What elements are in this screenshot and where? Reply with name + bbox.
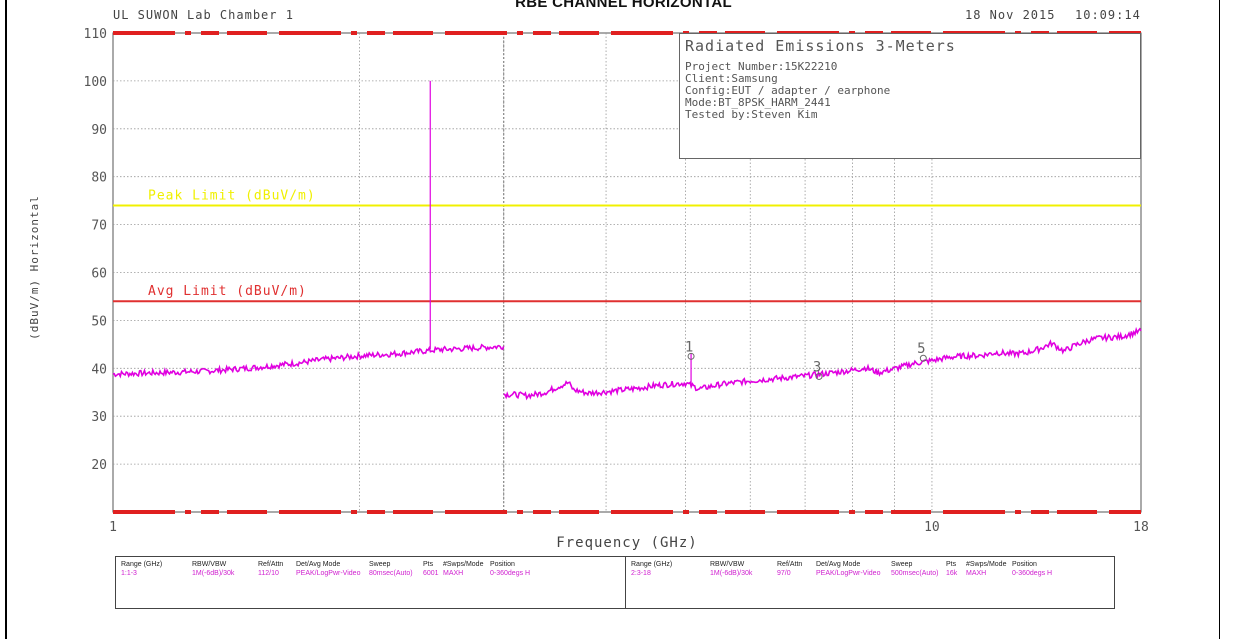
val-det: PEAK/LogPwr-Video bbox=[296, 570, 361, 577]
y-tick-label: 100 bbox=[84, 75, 107, 90]
marker-point bbox=[687, 352, 695, 360]
settings-row-2: Range (GHz) 2:3-18 RBW/VBW 1M(-6dB)/30k Re… bbox=[626, 557, 1116, 608]
val-ref: 97/0 bbox=[777, 570, 791, 577]
page-title: RBE CHANNEL HORIZONTAL bbox=[515, 0, 732, 11]
y-tick-label: 30 bbox=[91, 410, 107, 425]
val-rbw: 1M(-6dB)/30k bbox=[710, 570, 753, 577]
tested-by: Tested by:Steven Kim bbox=[685, 108, 818, 121]
page-border-left bbox=[5, 0, 7, 639]
emission-trace bbox=[112, 343, 505, 379]
lab-name: UL SUWON Lab Chamber 1 bbox=[113, 8, 294, 22]
val-swps: MAXH bbox=[443, 570, 464, 577]
y-tick-label: 40 bbox=[91, 362, 107, 377]
val-det: PEAK/LogPwr-Video bbox=[816, 570, 881, 577]
test-time: 10:09:14 bbox=[1075, 8, 1141, 22]
y-tick-label: 110 bbox=[84, 27, 107, 42]
val-rbw: 1M(-6dB)/30k bbox=[192, 570, 235, 577]
hdr-ref: Ref/Attn bbox=[777, 561, 803, 568]
info-box-title: Radiated Emissions 3-Meters bbox=[685, 37, 956, 55]
limit-label: Avg Limit (dBuV/m) bbox=[148, 284, 307, 299]
val-pts: 16k bbox=[946, 570, 958, 577]
marker-label: 3 bbox=[813, 359, 821, 375]
limit-label: Peak Limit (dBuV/m) bbox=[148, 188, 316, 203]
marker-point bbox=[919, 354, 927, 362]
hdr-sweep: Sweep bbox=[891, 561, 913, 568]
page-border-right bbox=[1219, 0, 1220, 639]
val-position: 0-360degs H bbox=[1012, 570, 1053, 577]
x-tick-label: 1 bbox=[109, 520, 117, 535]
settings-row-1: Range (GHz) 1:1-3 RBW/VBW 1M(-6dB)/30k Ref… bbox=[116, 557, 625, 608]
val-swps: MAXH bbox=[966, 570, 987, 577]
y-tick-label: 50 bbox=[91, 314, 107, 329]
hdr-det: Det/Avg Mode bbox=[816, 561, 861, 568]
hdr-rbw: RBW/VBW bbox=[192, 561, 227, 568]
hdr-swps: #Swps/Mode bbox=[443, 561, 484, 568]
marker-label: 5 bbox=[917, 341, 925, 357]
hdr-pts: Pts bbox=[423, 561, 434, 568]
mode: Mode:BT_8PSK_HARM_2441 bbox=[685, 96, 831, 109]
hdr-swps: #Swps/Mode bbox=[966, 561, 1007, 568]
x-axis-label: Frequency (GHz) bbox=[556, 535, 697, 551]
val-pts: 6001 bbox=[423, 570, 439, 577]
test-date: 18 Nov 2015 bbox=[965, 8, 1056, 22]
marker-label: 1 bbox=[685, 339, 693, 355]
emission-trace bbox=[503, 326, 1142, 401]
marker-point bbox=[815, 372, 823, 380]
project-number: Project Number:15K22210 bbox=[685, 60, 838, 73]
hdr-pts: Pts bbox=[946, 561, 957, 568]
hdr-rbw: RBW/VBW bbox=[710, 561, 745, 568]
val-sweep: 500msec(Auto) bbox=[891, 570, 939, 577]
settings-table-divider bbox=[625, 557, 626, 608]
settings-table: Range (GHz) 1:1-3 RBW/VBW 1M(-6dB)/30k Ref… bbox=[115, 556, 1115, 609]
val-range: 1:1-3 bbox=[121, 570, 137, 577]
hdr-sweep: Sweep bbox=[369, 561, 391, 568]
x-tick-label: 18 bbox=[1133, 520, 1149, 535]
hdr-range: Range (GHz) bbox=[631, 561, 673, 568]
x-tick-label: 10 bbox=[924, 520, 940, 535]
y-tick-label: 60 bbox=[91, 267, 107, 282]
val-position: 0-360degs H bbox=[490, 570, 531, 577]
hdr-position: Position bbox=[490, 561, 515, 568]
val-sweep: 80msec(Auto) bbox=[369, 570, 413, 577]
val-ref: 112/10 bbox=[258, 570, 279, 577]
y-tick-label: 20 bbox=[91, 458, 107, 473]
y-axis-label: (dBuV/m) Horizontal bbox=[28, 195, 41, 340]
client: Client:Samsung bbox=[685, 72, 778, 85]
info-box: Radiated Emissions 3-Meters Project Numb… bbox=[679, 33, 1141, 159]
hdr-position: Position bbox=[1012, 561, 1037, 568]
y-tick-label: 80 bbox=[91, 171, 107, 186]
config: Config:EUT / adapter / earphone bbox=[685, 84, 891, 97]
y-tick-label: 70 bbox=[91, 219, 107, 234]
val-range: 2:3-18 bbox=[631, 570, 651, 577]
hdr-ref: Ref/Attn bbox=[258, 561, 284, 568]
hdr-range: Range (GHz) bbox=[121, 561, 163, 568]
y-tick-label: 90 bbox=[91, 123, 107, 138]
hdr-det: Det/Avg Mode bbox=[296, 561, 341, 568]
